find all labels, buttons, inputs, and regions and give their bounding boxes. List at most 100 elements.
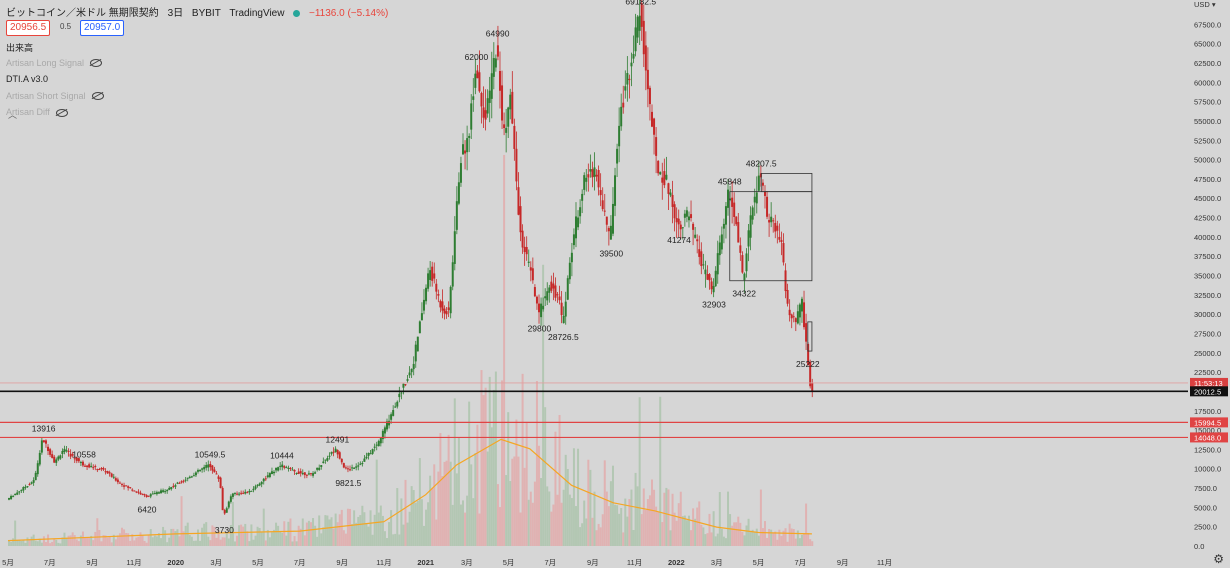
candle — [42, 440, 45, 443]
symbol-name[interactable]: ビットコイン／米ドル 無期限契約 — [6, 8, 159, 19]
indicator-label: DTI.A v3.0 — [6, 74, 49, 84]
volume-bar — [273, 529, 276, 546]
countdown-tag — [1190, 377, 1228, 388]
indicator-label: 出来高 — [6, 43, 34, 53]
candle — [293, 469, 296, 475]
sell-button[interactable]: 20956.5 — [6, 20, 51, 36]
volume-ma-line — [7, 438, 812, 542]
candle — [743, 272, 746, 293]
candle — [406, 374, 409, 384]
volume-bar — [782, 530, 785, 546]
hidden-eye-icon[interactable] — [90, 59, 103, 68]
price-annotation: 32903 — [702, 300, 726, 310]
axis-currency[interactable]: USD ▾ — [1194, 0, 1216, 9]
candle — [622, 85, 625, 114]
candle — [554, 277, 557, 302]
volume-bar — [741, 531, 744, 546]
volume-bar — [84, 538, 87, 546]
candle — [683, 209, 686, 227]
volume-bar — [774, 531, 777, 546]
price-annotation: 10558 — [72, 449, 96, 459]
volume-bar — [116, 535, 119, 546]
volume-bar — [34, 540, 37, 546]
candle — [453, 216, 456, 271]
volume-bar — [521, 373, 524, 546]
indicator-item[interactable]: 出来高 — [6, 41, 33, 54]
candle — [338, 450, 341, 460]
candle — [653, 117, 656, 155]
volume-bar — [209, 540, 212, 546]
candle — [217, 474, 220, 482]
volume-bar — [188, 535, 191, 546]
volume-bar — [710, 532, 713, 546]
volume-bar — [410, 486, 413, 546]
candle — [548, 284, 551, 303]
volume-bar — [577, 448, 580, 546]
volume-bar — [184, 525, 187, 546]
candle — [289, 467, 292, 471]
candle — [741, 251, 744, 274]
indicator-item[interactable]: DTI.A v3.0 — [6, 74, 48, 84]
candle — [630, 52, 633, 87]
candle — [40, 437, 43, 455]
volume-bar — [486, 451, 489, 546]
candle — [353, 467, 356, 470]
candle — [203, 464, 206, 473]
volume-bar — [279, 531, 282, 546]
volume-bar — [550, 511, 553, 546]
collapse-legend-icon[interactable]: ︿ — [8, 110, 18, 120]
volume-bar — [803, 534, 806, 546]
hidden-eye-icon[interactable] — [55, 108, 68, 117]
candle — [755, 176, 758, 214]
volume-bar — [433, 464, 436, 546]
volume-bar — [644, 510, 647, 546]
price-annotation: 10444 — [270, 450, 294, 460]
y-tick-label: 22500.0 — [1194, 368, 1221, 377]
candle — [71, 451, 74, 458]
candle — [79, 460, 82, 467]
volume-bar — [468, 401, 471, 546]
volume-bar — [287, 521, 290, 546]
range-box[interactable] — [807, 321, 813, 352]
candle — [593, 152, 596, 191]
indicator-item[interactable]: Artisan Diff — [6, 107, 68, 117]
volume-bar — [398, 534, 401, 546]
volume-bar — [170, 528, 173, 546]
candle — [710, 277, 713, 295]
volume-bar — [498, 507, 501, 546]
volume-bar — [28, 539, 31, 546]
candle — [215, 471, 218, 475]
volume-bar — [258, 527, 261, 546]
candle — [515, 131, 518, 191]
volume-bar — [225, 533, 228, 546]
x-tick-label: 5月 — [503, 558, 515, 567]
price-annotation: 41274 — [667, 235, 691, 245]
volume-bar — [102, 535, 105, 546]
volume-bar — [332, 528, 335, 546]
price-annotation: 62000 — [465, 52, 489, 62]
candle — [451, 255, 454, 291]
indicator-item[interactable]: Artisan Long Signal — [6, 58, 103, 68]
candle — [770, 202, 773, 228]
candle — [125, 485, 128, 487]
candle — [583, 172, 586, 196]
candle — [238, 491, 241, 497]
candle — [618, 107, 621, 163]
volume-bar — [677, 503, 680, 546]
hidden-eye-icon[interactable] — [91, 92, 104, 101]
buy-button[interactable]: 20957.0 — [80, 20, 125, 36]
gear-icon[interactable]: ⚙ — [1213, 552, 1224, 566]
volume-bar — [139, 532, 142, 546]
candle — [361, 461, 364, 467]
candle — [523, 236, 526, 266]
candle — [579, 199, 582, 224]
volume-bar — [482, 395, 485, 546]
range-box[interactable] — [760, 173, 813, 193]
candle — [646, 47, 649, 108]
interval-label[interactable]: 3日 — [167, 8, 184, 19]
candle — [342, 462, 345, 469]
indicator-item[interactable]: Artisan Short Signal — [6, 91, 104, 101]
candle — [642, 4, 645, 68]
candle — [488, 76, 491, 123]
